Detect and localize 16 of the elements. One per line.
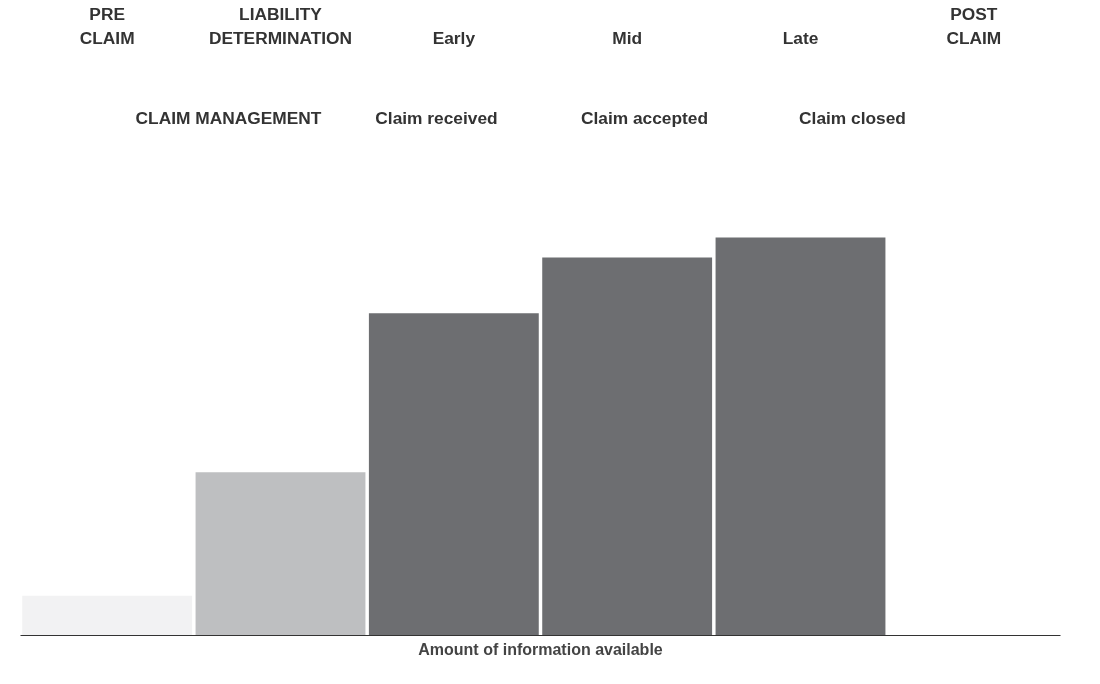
bar [22,595,193,636]
bar [368,313,539,636]
text: Claim closed [799,108,906,129]
x-tick-label: Early [432,27,476,48]
x-tick-label: POST CLAIM [946,3,1002,48]
bar [195,472,366,636]
x-tick-label: LIABILITY DETERMINATION [208,3,353,48]
x-tick-label: Mid [612,27,643,48]
x-axis-title: Amount of information available [418,640,663,658]
bar [715,237,886,636]
text: Claim accepted [580,108,709,129]
text: Claim received [375,108,498,129]
bar [542,257,713,636]
x-tick-label: PRE CLAIM [79,3,135,48]
text: CLAIM MANAGEMENT [135,108,322,129]
x-tick-label: Late [782,27,819,48]
